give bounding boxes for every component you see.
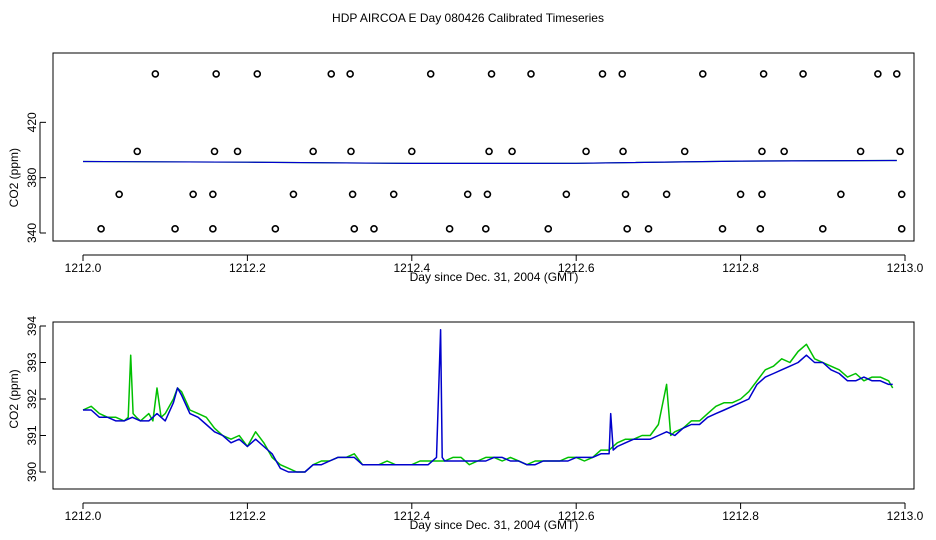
data-point [209,190,217,199]
data-point [151,70,160,78]
y-axis-label: CO2 (ppm) [7,369,21,428]
data-point [508,147,516,156]
data-point [370,225,378,233]
data-point [758,190,766,199]
data-point [407,147,416,156]
data-point [115,190,123,199]
plot-frame [52,321,915,490]
data-point [618,70,627,78]
y-tick-label: 394 [25,316,39,336]
data-point [133,147,142,156]
data-point [582,147,590,156]
y-tick-label: 390 [25,462,39,482]
y-tick-label: 340 [25,223,39,243]
data-point [698,70,707,78]
x-tick-label: 1213.0 [887,509,924,523]
series-line-green [82,343,894,473]
data-point [487,70,496,78]
data-point [212,70,220,78]
data-point [896,147,904,156]
data-point [562,190,571,199]
y-tick-label: 391 [25,425,39,445]
data-point [598,70,607,78]
data-point [758,147,766,156]
data-point [171,225,179,233]
data-point [756,225,765,233]
x-tick-label: 1213.0 [887,261,924,275]
data-point [233,147,242,156]
data-point [481,225,490,233]
data-point [271,225,280,233]
data-point [644,225,653,233]
data-point [892,70,901,78]
x-tick-label: 1212.0 [65,509,102,523]
y-axis-label: CO2 (ppm) [7,148,21,207]
data-point [621,190,630,199]
data-point [210,147,219,156]
x-axis-label: Day since Dec. 31, 2004 (GMT) [410,270,579,284]
data-point [662,190,671,199]
x-tick-label: 1212.2 [229,509,266,523]
x-tick-label: 1212.4 [393,261,430,275]
y-tick-label: 380 [25,167,39,187]
data-point [736,190,745,199]
data-point [680,147,689,156]
bottom-panel: 1212.0 1212.2 1212.4 1212.6 1212.8 1213.0 Day … [7,316,924,532]
data-point [289,190,298,199]
x-tick-label: 1212.4 [393,509,430,523]
series-line-blue [82,159,897,164]
data-point [350,225,359,233]
data-point [253,70,262,78]
series-line-blue [83,328,893,473]
data-point [97,225,105,233]
data-point [445,225,454,233]
x-tick-label: 1212.6 [558,509,595,523]
data-point [718,225,727,233]
data-point [209,225,217,233]
data-point [780,147,788,156]
data-point [856,147,865,156]
data-point [483,190,492,199]
data-point [327,70,336,78]
x-tick-label: 1212.0 [65,261,102,275]
data-point [837,190,845,199]
data-point [389,190,398,199]
data-point [527,70,535,78]
data-point [897,225,906,233]
x-tick-label: 1212.8 [722,509,759,523]
y-tick-label: 420 [25,112,39,132]
x-axis-label: Day since Dec. 31, 2004 (GMT) [410,518,579,532]
y-tick-label: 393 [25,352,39,372]
x-tick-label: 1212.2 [229,261,266,275]
data-point [485,147,493,156]
y-tick-label: 392 [25,389,39,409]
data-point [623,225,631,233]
data-point [544,225,553,233]
x-tick-label: 1212.6 [558,261,595,275]
top-panel: 1212.0 1212.2 1212.4 1212.6 1212.8 1213.0 Day … [7,52,924,284]
data-point [347,147,355,156]
data-point [309,147,317,156]
data-point [799,70,807,78]
data-point [759,70,768,78]
plot-frame [52,52,915,242]
data-point [189,190,197,199]
data-point [463,190,472,199]
data-point [874,70,882,78]
data-point [346,70,354,78]
x-tick-label: 1212.8 [722,261,759,275]
data-point [619,147,627,156]
data-point [897,190,906,199]
data-point [348,190,357,199]
chart-title: HDP AIRCOA E Day 080426 Calibrated Times… [332,11,604,25]
data-point [818,225,827,233]
data-point [426,70,435,78]
